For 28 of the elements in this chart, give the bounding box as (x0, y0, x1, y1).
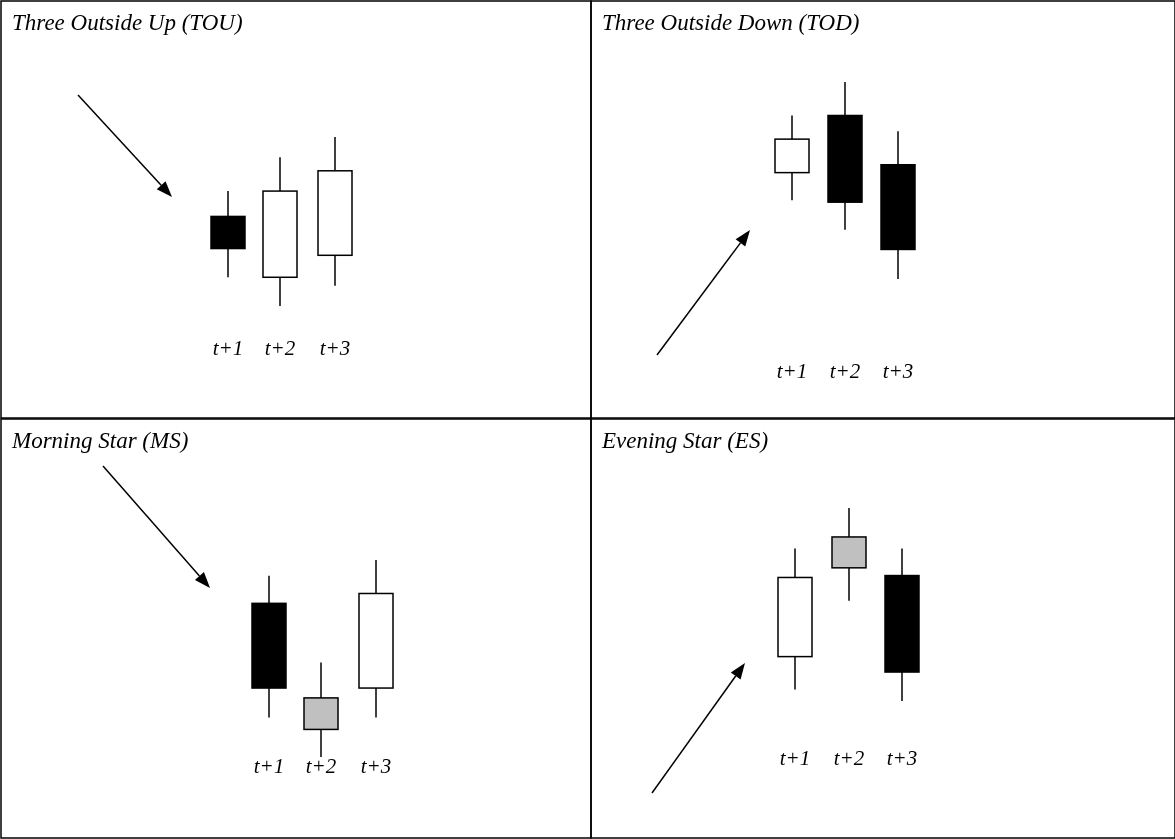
chart-title: Three Outside Up (TOU) (12, 10, 243, 35)
x-tick-label: t+1 (212, 336, 244, 360)
x-tick-label: t+3 (360, 754, 392, 778)
x-tick-label: t+2 (305, 754, 337, 778)
candlestick (251, 575, 287, 719)
x-tick-label: t+1 (253, 754, 285, 778)
candlestick (317, 136, 353, 287)
x-tick-label: t+1 (779, 746, 811, 770)
x-tick-label: t+2 (829, 359, 861, 383)
chart-title: Three Outside Down (TOD) (602, 10, 860, 35)
candlestick (262, 156, 298, 307)
candlestick (880, 130, 916, 280)
x-tick-label: t+2 (833, 746, 865, 770)
candlestick (303, 661, 339, 758)
candlestick (210, 190, 246, 279)
candlestick (831, 507, 867, 602)
x-tick-label: t+3 (886, 746, 918, 770)
chart-title: Evening Star (ES) (601, 428, 769, 453)
candlestick (777, 547, 813, 691)
x-tick-label: t+3 (882, 359, 914, 383)
x-tick-label: t+3 (319, 336, 351, 360)
candlestick (358, 559, 394, 719)
candlestick (774, 114, 810, 201)
x-tick-label: t+2 (264, 336, 296, 360)
chart-title: Morning Star (MS) (11, 428, 189, 453)
candlestick (827, 81, 863, 231)
candlestick (884, 547, 920, 702)
x-tick-label: t+1 (776, 359, 808, 383)
